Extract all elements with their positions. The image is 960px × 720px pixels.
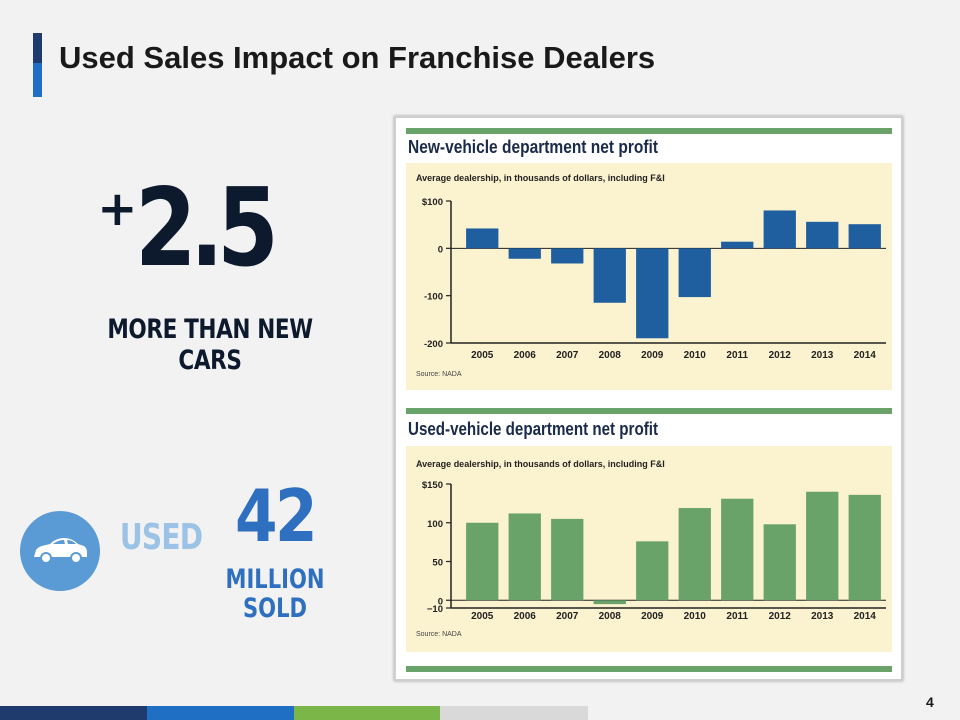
used-x-tick-label: 2009	[641, 611, 664, 622]
new-bar	[848, 224, 881, 249]
new-chart-title: New-vehicle department net profit	[408, 137, 658, 157]
used-sold-value: 42	[234, 474, 318, 558]
new-x-tick-label: 2007	[556, 350, 579, 361]
footer-bar-2	[147, 706, 294, 720]
new-x-tick-label: 2011	[726, 350, 748, 361]
new-bar	[678, 248, 711, 298]
used-bar	[593, 600, 626, 605]
car-icon	[20, 511, 100, 591]
new-bar	[806, 221, 839, 249]
slide-title: Used Sales Impact on Franchise Dealers	[59, 40, 656, 75]
used-x-tick-label: 2013	[811, 611, 834, 622]
new-y-tick-label: -200	[424, 339, 443, 350]
used-bar	[721, 498, 754, 601]
title-accent-bar	[33, 33, 42, 97]
plus-sign: +	[97, 181, 137, 237]
new-y-tick-label: -100	[424, 292, 443, 303]
used-chart-top-rule	[406, 408, 892, 414]
used-bar	[551, 518, 584, 601]
stat-caption: MORE THAN NEW CARS	[107, 314, 313, 376]
used-y-tick-label: −10	[427, 604, 443, 615]
caption-line-1: MILLION	[225, 564, 325, 595]
used-x-tick-label: 2005	[471, 611, 494, 622]
used-x-tick-label: 2011	[726, 611, 748, 622]
used-bar	[678, 508, 711, 601]
new-x-tick-label: 2005	[471, 350, 494, 361]
used-chart-subtitle: Average dealership, in thousands of doll…	[416, 459, 665, 469]
caption-line-2: SOLD	[243, 593, 307, 624]
new-x-tick-label: 2010	[684, 350, 707, 361]
new-x-tick-label: 2012	[769, 350, 792, 361]
used-bar	[466, 522, 499, 601]
footer-bar-4	[440, 706, 588, 720]
used-label: USED	[119, 517, 203, 558]
new-chart-source: Source: NADA	[416, 371, 462, 378]
new-chart-subtitle: Average dealership, in thousands of doll…	[416, 173, 665, 183]
used-bar	[508, 513, 541, 601]
new-vs-used-stat: + 2.5	[97, 166, 300, 291]
chart-image-frame: New-vehicle department net profit Average…	[394, 116, 903, 681]
new-chart-top-rule	[406, 128, 892, 134]
used-x-tick-label: 2012	[769, 611, 792, 622]
new-x-tick-label: 2013	[811, 350, 834, 361]
new-y-tick-label: 0	[438, 244, 443, 255]
used-chart-source: Source: NADA	[416, 631, 462, 638]
new-bar	[636, 248, 669, 339]
page-number: 4	[926, 694, 934, 710]
new-x-tick-label: 2006	[514, 350, 537, 361]
used-x-tick-label: 2007	[556, 611, 579, 622]
new-bar	[551, 248, 584, 264]
new-bar	[593, 248, 626, 303]
used-chart-title: Used-vehicle department net profit	[408, 419, 658, 439]
used-x-tick-label: 2014	[854, 611, 877, 622]
profit-charts: New-vehicle department net profit Average…	[406, 128, 892, 672]
new-bar	[763, 210, 796, 249]
new-y-tick-label: $100	[422, 197, 443, 208]
used-x-tick-label: 2010	[684, 611, 707, 622]
new-bar	[508, 248, 541, 259]
new-bar	[466, 228, 499, 249]
new-x-tick-label: 2009	[641, 350, 664, 361]
stat-value: 2.5	[135, 166, 279, 291]
used-bar	[806, 491, 839, 601]
used-x-tick-label: 2006	[514, 611, 537, 622]
used-bar	[848, 494, 881, 601]
footer-color-bars	[0, 706, 588, 720]
new-x-tick-label: 2008	[599, 350, 622, 361]
used-bar	[636, 541, 669, 601]
used-y-tick-label: 100	[427, 519, 443, 530]
used-y-tick-label: 0	[438, 596, 443, 607]
footer-bar-1	[0, 706, 147, 720]
bottom-rule	[406, 666, 892, 672]
used-x-tick-label: 2008	[599, 611, 622, 622]
new-x-tick-label: 2014	[854, 350, 877, 361]
new-bar	[721, 241, 754, 249]
used-sold-caption: MILLION SOLD	[217, 565, 334, 623]
footer-bar-3	[294, 706, 440, 720]
used-y-tick-label: 50	[432, 558, 443, 569]
used-bar	[763, 524, 796, 601]
used-y-tick-label: $150	[422, 480, 443, 491]
